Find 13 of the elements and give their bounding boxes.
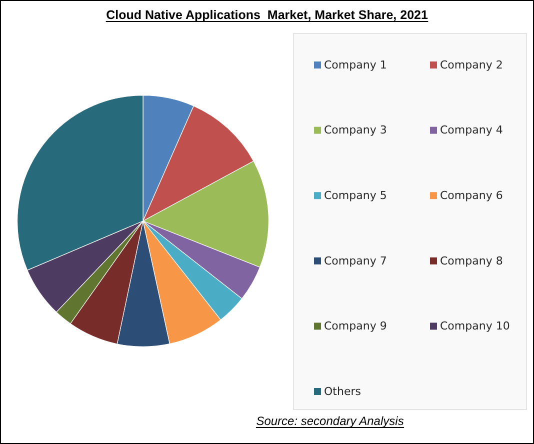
legend-label: Company 7 [324, 254, 387, 268]
legend-label: Company 6 [440, 188, 503, 202]
legend-label: Company 10 [440, 320, 510, 333]
legend-label: Company 9 [324, 320, 387, 333]
chart-title: Cloud Native Applications Market, Market Share, 2021 [106, 8, 428, 22]
source-note: Source: secondary Analysis [256, 414, 404, 428]
legend-label: Company 3 [324, 124, 387, 137]
legend-label: Company 5 [324, 188, 387, 202]
legend-label: Company 8 [440, 254, 503, 268]
legend-label: Company 1 [324, 58, 387, 72]
legend-label: Others [324, 384, 362, 398]
legend-label: Company 4 [440, 124, 503, 137]
legend-label: Company 2 [440, 58, 503, 72]
